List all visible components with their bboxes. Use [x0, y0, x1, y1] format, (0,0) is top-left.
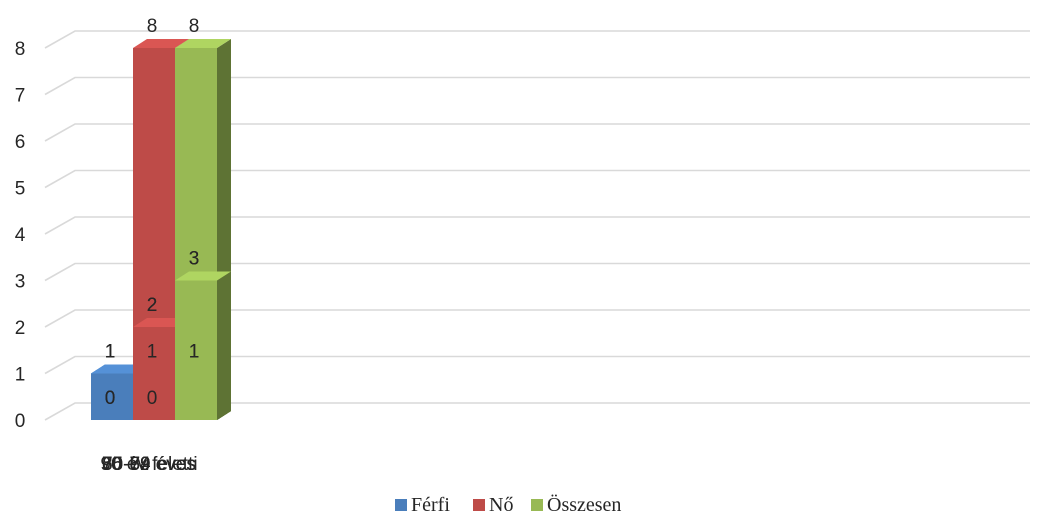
gridline	[44, 309, 1030, 328]
category-label: 90 év feletti	[100, 454, 197, 475]
bar-top	[133, 39, 189, 48]
gridline	[44, 402, 1030, 421]
legend-swatch	[531, 499, 543, 511]
data-label: 1	[189, 342, 200, 363]
y-tick-label: 5	[15, 179, 26, 200]
category-label: 70-74 éves	[102, 454, 196, 475]
legend-item: Nő	[473, 494, 513, 516]
data-label: 3	[189, 249, 200, 270]
data-label: 8	[189, 16, 200, 37]
legend-label: Nő	[489, 494, 513, 516]
bar-front	[133, 327, 175, 420]
data-label: 3	[189, 249, 200, 270]
gridline	[44, 30, 1030, 49]
legend-label: Összesen	[547, 493, 621, 516]
bar-top	[175, 39, 231, 48]
bar-front	[175, 280, 217, 420]
legend-swatch	[395, 499, 407, 511]
category-label: 75-79 éves	[102, 454, 196, 475]
data-label: 2	[147, 295, 158, 316]
data-label: 1	[147, 342, 158, 363]
gridline	[44, 262, 1030, 282]
category-label: 80-89 éves	[102, 454, 196, 475]
data-label: 0	[105, 388, 116, 409]
y-tick-label: 7	[15, 86, 26, 107]
data-label: 1	[105, 342, 116, 363]
category-label: 65-69 éves	[102, 454, 196, 475]
y-axis-ticks: 0 1 2 3 4 5 6 7 8	[15, 39, 26, 432]
gridline	[44, 216, 1030, 235]
bar-side	[217, 271, 231, 420]
gridlines	[44, 30, 1030, 421]
legend: Férfi Nő Összesen	[395, 493, 621, 516]
bar-osszesen	[175, 271, 231, 420]
bars	[91, 39, 231, 420]
y-tick-label: 0	[15, 411, 26, 432]
y-tick-label: 8	[15, 39, 26, 60]
data-label: 1	[105, 342, 116, 363]
data-label: 0	[147, 388, 158, 409]
gridline	[44, 169, 1030, 189]
data-label: 1	[189, 342, 200, 363]
legend-item: Összesen	[531, 493, 621, 516]
legend-swatch	[473, 499, 485, 511]
y-tick-label: 4	[15, 225, 26, 246]
y-tick-label: 3	[15, 272, 26, 293]
legend-item: Férfi	[395, 494, 450, 516]
gridline	[44, 123, 1030, 142]
data-label: 1	[105, 342, 116, 363]
data-label: 0	[105, 388, 116, 409]
y-tick-label: 6	[15, 132, 26, 153]
gridline	[44, 355, 1030, 375]
bar-top	[175, 271, 231, 281]
y-tick-label: 2	[15, 318, 26, 339]
legend-label: Férfi	[411, 494, 450, 516]
data-label: 8	[147, 16, 158, 37]
data-label: 2	[147, 295, 158, 316]
gridline	[44, 76, 1030, 96]
bar-front	[91, 373, 133, 420]
y-tick-label: 1	[15, 365, 26, 386]
